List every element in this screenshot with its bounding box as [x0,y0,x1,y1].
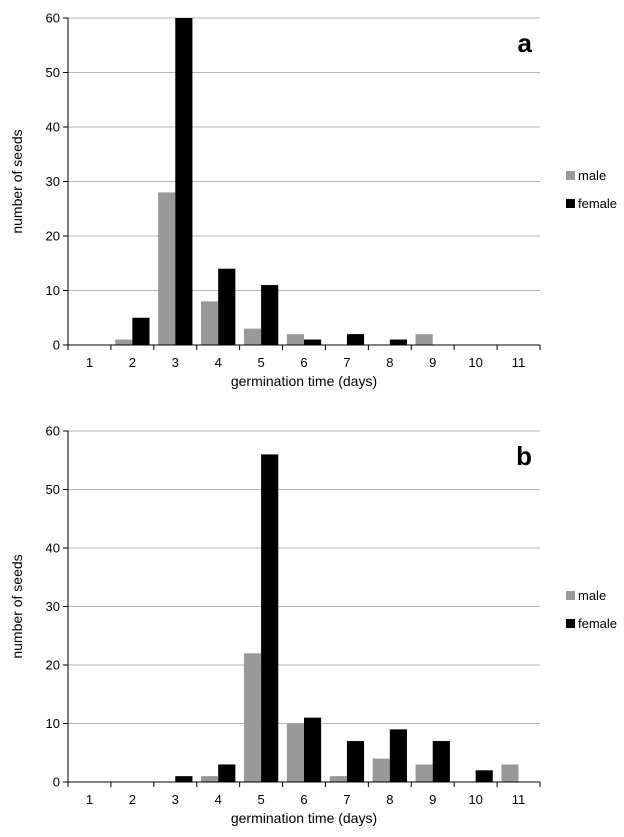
y-tick-label: 60 [46,11,60,26]
legend-label-male: male [578,588,606,603]
y-axis-title: number of seeds [9,554,25,658]
x-tick-label: 2 [129,355,136,370]
legend-swatch-male [566,591,575,600]
bar-male [286,723,304,782]
bar-female [475,770,493,782]
bar-male [201,776,219,782]
chart-panel-b: 0 10 20 30 40 50 60 1 2 3 4 5 6 7 8 9 10 11 germination ti… [9,424,617,827]
bar-female [218,764,236,782]
bar-male [501,764,519,782]
bar-female [175,18,193,345]
y-tick-label: 50 [46,482,60,497]
y-tick-label: 20 [46,229,60,244]
bar-female [304,717,322,782]
panel-letter: a [518,28,533,58]
x-axis-title: germination time (days) [231,810,377,826]
y-axis-title: number of seeds [9,129,25,233]
bar-female [432,741,450,782]
bar-female [346,334,365,345]
x-tick-label: 9 [429,792,436,807]
bar-male [201,301,219,345]
y-tick-label: 50 [46,65,60,80]
bar-female [304,339,322,345]
bar-female [261,454,279,782]
bar-female [389,729,407,782]
x-tick-label: 10 [468,355,482,370]
bar-male [243,328,262,345]
panel-letter: b [516,441,532,471]
x-tick-label: 11 [512,792,526,807]
legend-swatch-male [566,171,575,180]
y-tick-label: 10 [46,283,60,298]
x-tick-label: 6 [300,355,307,370]
x-tick-label: 8 [386,355,393,370]
x-tick-label: 4 [215,355,222,370]
chart-panel-a: 0 10 20 30 40 50 60 1 2 3 4 5 6 7 8 9 10 11 germination ti… [9,11,617,390]
bar-male [329,776,347,782]
y-tick-label: 30 [46,174,60,189]
x-tick-label: 3 [172,792,179,807]
y-tick-label: 20 [46,658,60,673]
x-tick-label: 8 [386,792,393,807]
x-tick-label: 7 [343,792,350,807]
y-tick-label: 10 [46,716,60,731]
x-tick-label: 2 [129,792,136,807]
x-tick-label: 4 [215,792,222,807]
legend-swatch-female [566,199,575,208]
y-tick-label: 0 [53,775,60,790]
y-tick-label: 60 [46,424,60,439]
x-tick-label: 7 [343,355,350,370]
bar-male [415,764,433,782]
x-tick-label: 1 [86,355,93,370]
x-tick-label: 11 [512,355,526,370]
bar-male [415,334,433,345]
y-tick-label: 30 [46,599,60,614]
bar-female [132,317,150,345]
bar-female [261,285,279,345]
x-tick-label: 3 [172,355,179,370]
x-tick-label: 1 [86,792,93,807]
legend-label-female: female [578,616,617,631]
bar-male [286,334,304,345]
legend-label-female: female [578,196,617,211]
bar-male [243,653,262,782]
legend-label-male: male [578,168,606,183]
x-tick-label: 9 [429,355,436,370]
x-axis-title: germination time (days) [231,373,377,389]
bar-female [218,268,236,345]
x-tick-label: 5 [257,792,264,807]
bar-female [346,741,365,782]
y-tick-label: 0 [53,338,60,353]
y-tick-label: 40 [46,120,60,135]
y-tick-label: 40 [46,541,60,556]
bar-male [115,339,133,345]
legend-swatch-female [566,619,575,628]
bar-male [158,192,176,345]
bar-male [372,758,390,782]
x-tick-label: 10 [468,792,482,807]
x-tick-label: 6 [300,792,307,807]
x-tick-label: 5 [257,355,264,370]
bar-female [175,776,193,782]
bar-female [389,339,407,345]
